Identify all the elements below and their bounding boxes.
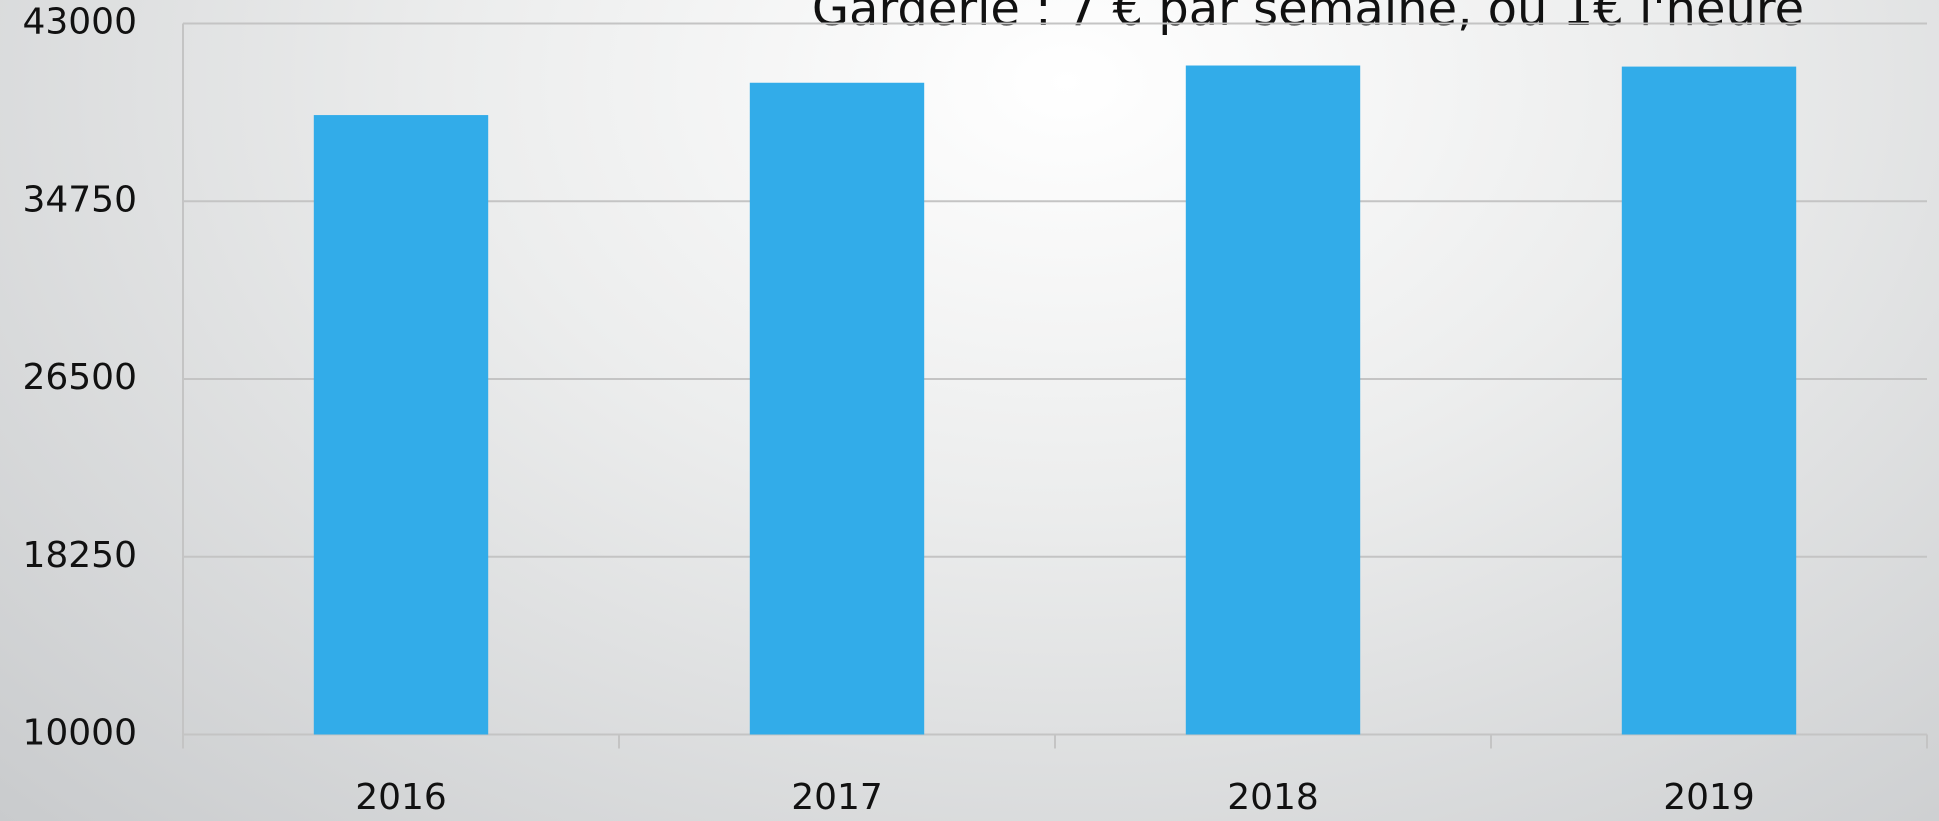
y-tick-label: 26500 xyxy=(22,357,137,398)
y-tick-label: 34750 xyxy=(22,179,137,220)
x-tick-label: 2018 xyxy=(1227,777,1319,818)
bar xyxy=(313,115,489,735)
y-tick-label: 18250 xyxy=(22,535,137,576)
y-tick-label: 10000 xyxy=(22,713,137,754)
bar xyxy=(1621,66,1797,735)
bar xyxy=(749,82,925,735)
bar xyxy=(1185,65,1361,735)
x-tick-label: 2019 xyxy=(1663,777,1755,818)
chart-title: Garderie : 7 € par semaine, ou 1€ l'heur… xyxy=(812,0,1804,37)
x-tick-label: 2016 xyxy=(355,777,447,818)
y-tick-label: 43000 xyxy=(22,2,137,43)
x-tick-label: 2017 xyxy=(791,777,883,818)
